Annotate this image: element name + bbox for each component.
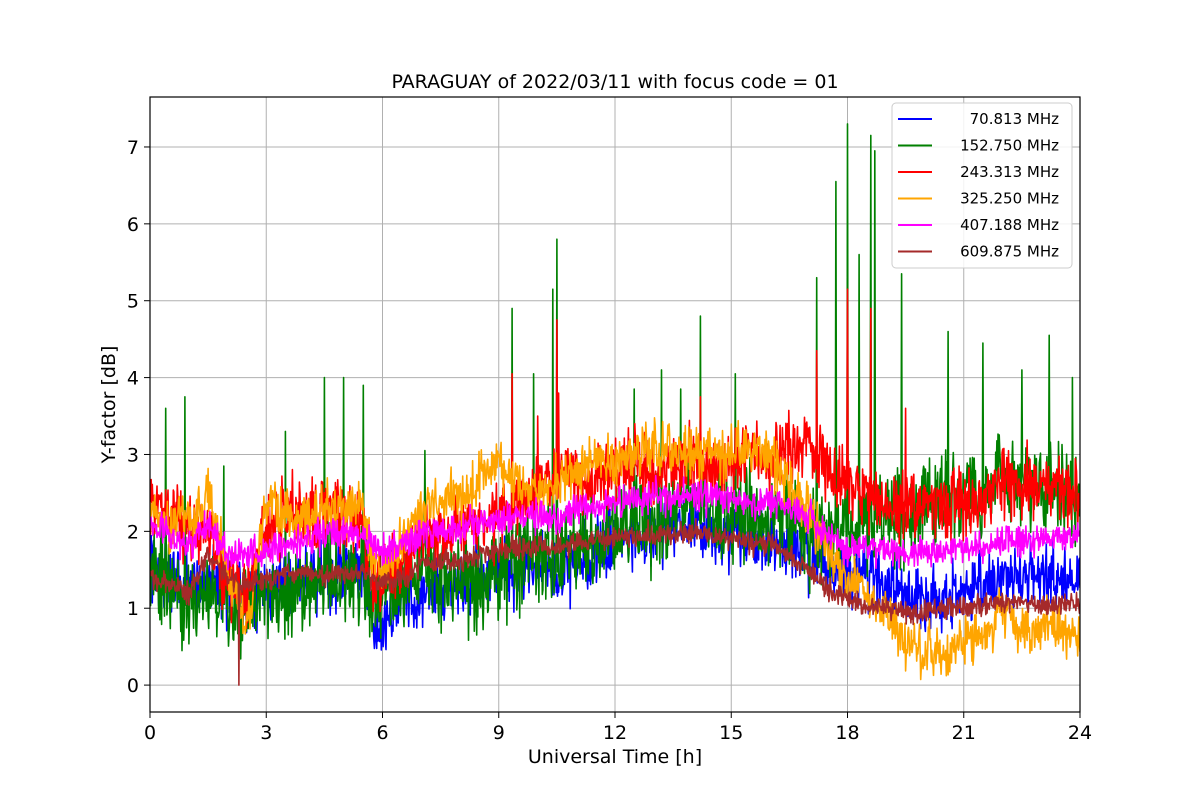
y-tick-label: 6 bbox=[127, 214, 139, 236]
legend-label: 407.188 MHz bbox=[960, 216, 1059, 234]
legend-label: 609.875 MHz bbox=[960, 243, 1059, 261]
legend-item: 325.250 MHz bbox=[898, 190, 1059, 208]
x-tick-label: 21 bbox=[952, 722, 976, 744]
y-tick-label: 3 bbox=[127, 444, 139, 466]
y-axis-title: Y-factor [dB] bbox=[98, 346, 120, 465]
y-tick-label: 2 bbox=[127, 521, 139, 543]
legend-item: 407.188 MHz bbox=[898, 216, 1059, 234]
legend-label: 70.813 MHz bbox=[970, 110, 1059, 128]
chart-title: PARAGUAY of 2022/03/11 with focus code =… bbox=[391, 71, 838, 93]
series-line bbox=[150, 518, 1080, 686]
legend-item: 609.875 MHz bbox=[898, 243, 1059, 261]
x-tick-label: 9 bbox=[493, 722, 505, 744]
series-line bbox=[150, 417, 1080, 681]
y-tick-label: 1 bbox=[127, 598, 139, 620]
legend-label: 243.313 MHz bbox=[960, 163, 1059, 181]
plot-area bbox=[150, 123, 1080, 686]
legend-item: 70.813 MHz bbox=[898, 110, 1059, 128]
x-tick-label: 6 bbox=[376, 722, 388, 744]
y-tick-label: 4 bbox=[127, 368, 139, 390]
x-tick-label: 0 bbox=[144, 722, 156, 744]
y-axis: 0 1 2 3 4 5 6 7 bbox=[127, 137, 150, 697]
legend-item: 243.313 MHz bbox=[898, 163, 1059, 181]
legend-item: 152.750 MHz bbox=[898, 137, 1059, 155]
x-tick-label: 12 bbox=[603, 722, 627, 744]
x-tick-label: 24 bbox=[1068, 722, 1092, 744]
x-axis-title: Universal Time [h] bbox=[528, 746, 702, 768]
x-tick-label: 3 bbox=[260, 722, 272, 744]
legend-label: 152.750 MHz bbox=[960, 137, 1059, 155]
x-tick-label: 15 bbox=[719, 722, 743, 744]
legend-box bbox=[891, 102, 1073, 269]
x-tick-label: 18 bbox=[835, 722, 859, 744]
x-axis: 0 3 6 9 12 15 18 21 24 bbox=[144, 712, 1092, 744]
y-tick-label: 0 bbox=[127, 675, 139, 697]
legend-label: 325.250 MHz bbox=[960, 190, 1059, 208]
y-tick-label: 5 bbox=[127, 291, 139, 313]
legend: 70.813 MHz 152.750 MHz 243.313 MHz 325.250 … bbox=[891, 102, 1073, 269]
y-tick-label: 7 bbox=[127, 137, 139, 159]
series-line bbox=[150, 474, 1080, 571]
